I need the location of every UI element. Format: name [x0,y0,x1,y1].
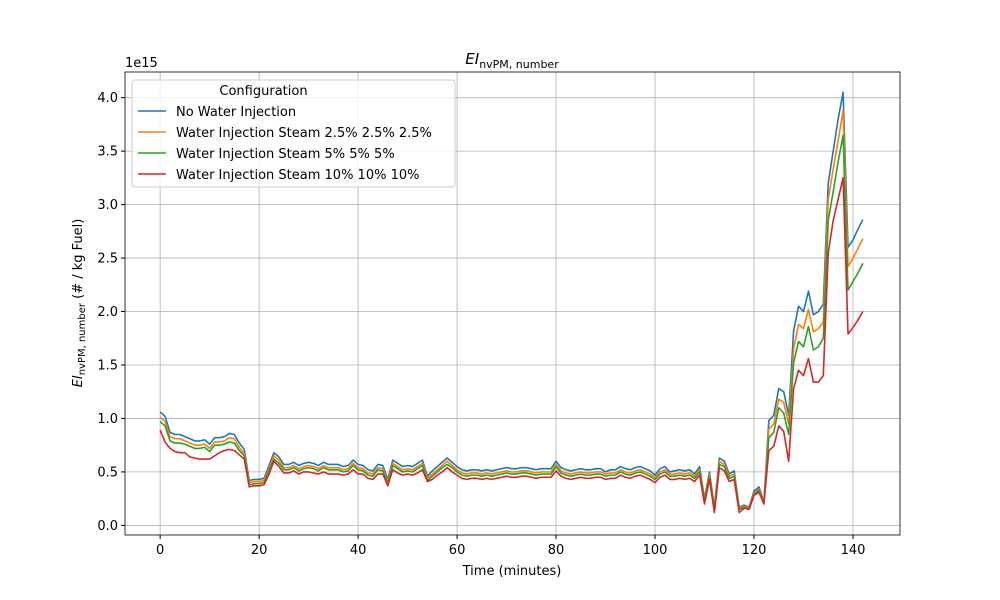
y-tick-label: 1.0 [97,412,118,427]
axes-frame [124,71,901,536]
x-tick-label: 40 [350,543,367,558]
legend-label: Water Injection Steam 10% 10% 10% [176,168,419,183]
title-sub: nvPM, number [479,58,559,71]
x-tick-label: 140 [841,543,866,558]
legend-label: Water Injection Steam 5% 5% 5% [176,147,395,162]
y-axis-label: EInvPM, number (# / kg Fuel) [71,219,88,388]
x-tick-label: 80 [548,543,565,558]
x-axis-label: Time (minutes) [462,564,562,579]
legend-label: Water Injection Steam 2.5% 2.5% 2.5% [176,126,432,141]
x-tick-label: 60 [449,543,466,558]
series-line [159,91,864,508]
legend-label: No Water Injection [176,105,296,120]
title-main: EI [465,50,479,68]
y-tick-label: 0.0 [97,519,118,534]
x-tick-label: 120 [742,543,767,558]
legend-title: Configuration [219,84,307,99]
ylabel-main: EI [71,375,86,387]
y-tick-label: 3.5 [97,145,118,160]
ylabel-sub: nvPM, number [77,302,88,375]
x-tick-label: 100 [643,543,668,558]
y-tick-label: 2.5 [97,252,118,267]
y-offset-label: 1e15 [125,56,158,71]
y-tick-label: 1.5 [97,358,118,373]
series-line [159,109,864,510]
ylabel-unit: (# / kg Fuel) [71,219,86,303]
y-tick-label: 0.5 [97,465,118,480]
x-tick-label: 0 [156,543,164,558]
y-tick-label: 4.0 [97,91,118,106]
series-line [159,177,864,514]
y-tick-label: 3.0 [97,198,118,213]
x-tick-label: 20 [251,543,268,558]
legend-box [131,79,456,188]
chart-title: EInvPM, number [465,50,559,71]
legend: Configuration No Water Injection Water Inj… [131,79,456,188]
y-tick-label: 2.0 [97,305,118,320]
